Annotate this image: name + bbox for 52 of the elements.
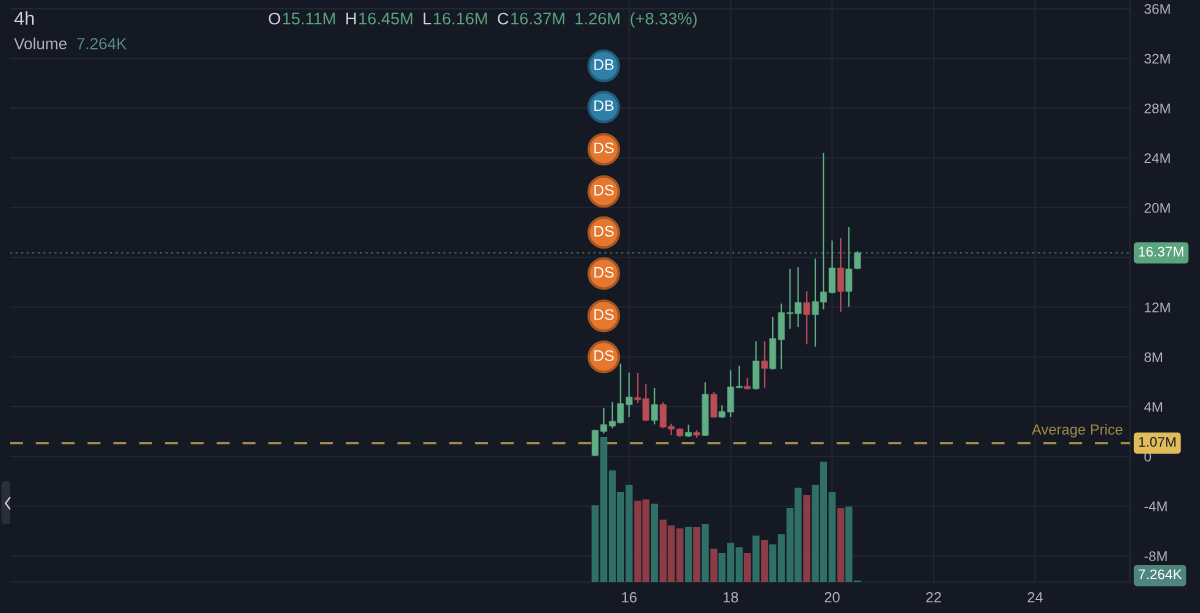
bar [650,503,659,582]
bar [693,526,701,582]
data-label: DS [594,309,614,320]
y-tick-label: 20M [1144,203,1170,213]
y-tick-label: 4M [1144,402,1163,412]
bar [735,547,743,582]
y-tick-label: 12M [1144,302,1170,313]
candlestick [837,237,845,312]
x-tick-label: 20 [824,592,840,603]
data-label: DS [594,142,614,154]
data-label: DS [594,184,614,196]
bar [769,544,777,582]
candlestick [651,388,658,425]
candlestick [710,392,718,418]
y-tick-label: 32M [1144,53,1170,64]
data-label: DS [594,266,614,278]
data-label: DS [594,225,614,237]
bar [803,495,811,582]
y-tick-label: -4M [1144,501,1167,512]
bar [743,553,751,582]
candlestick [803,291,811,345]
ref-line-label: Average Price [1031,423,1123,438]
y-tick-label: 28M [1144,103,1170,114]
y-tick-label: 24M [1144,153,1170,163]
bar [752,535,760,582]
candlestick [761,341,768,388]
text: 16.37M [1139,246,1184,257]
bar [837,508,845,582]
annotation: 7.264K [77,37,127,50]
bar [845,506,853,582]
bar [684,526,693,582]
data-label: DB [594,100,614,111]
bar [710,548,718,582]
chart-title: Volume [14,37,67,50]
x-tick-label: 24 [1027,592,1043,603]
text: 7.264K [1138,569,1182,580]
text: O15.11M H16.45M L16.16M C16.37M 1.26M (+8.33%) [268,12,697,28]
data-label: DS [594,350,614,362]
x-tick-label: 18 [723,592,739,603]
bar [701,524,709,582]
y-tick-label: 8M [1144,352,1163,363]
text: 1.07M [1139,436,1176,447]
data-label: DB [594,59,614,70]
x-tick-label: 22 [926,592,941,603]
y-tick-label: 36M [1144,4,1170,14]
bar [761,539,769,582]
candlestick [735,365,743,389]
y-tick-label: -8M [1144,551,1167,562]
x-tick-label: 16 [622,592,637,603]
bar [828,492,836,582]
chart-title: 4h [14,11,34,25]
bar [625,484,633,582]
